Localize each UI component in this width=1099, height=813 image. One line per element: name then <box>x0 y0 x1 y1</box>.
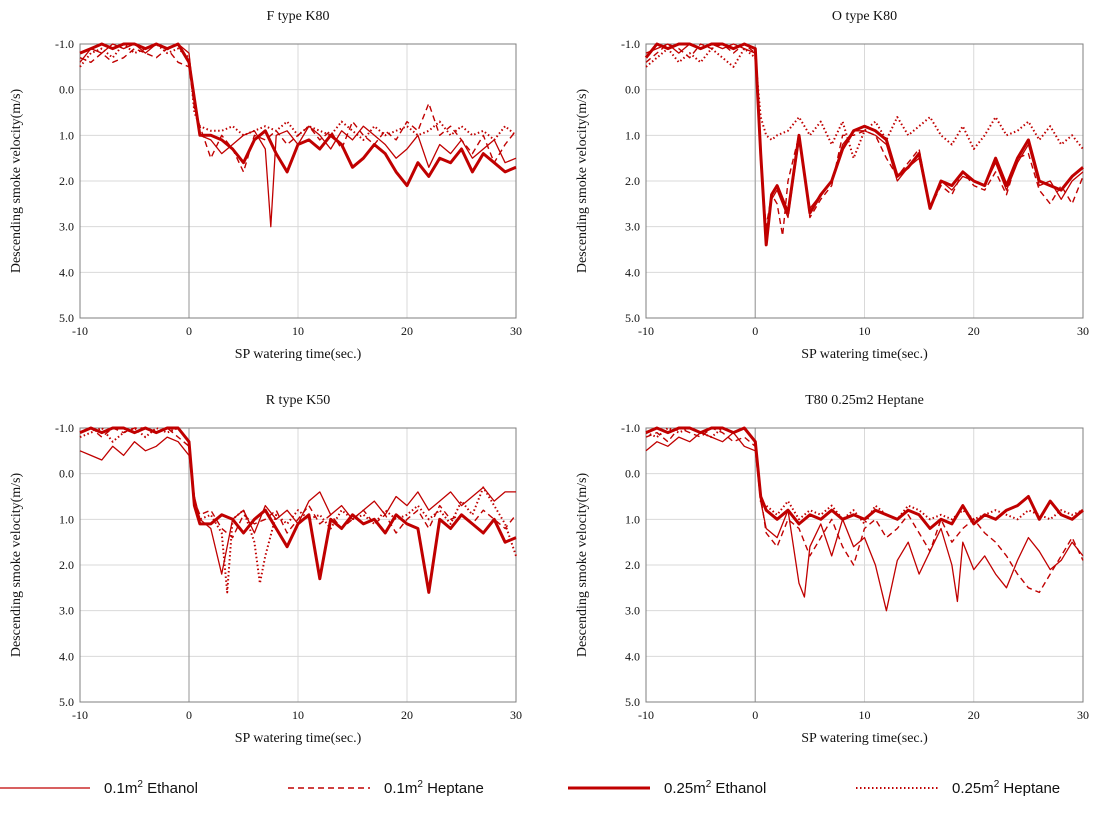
plot-frame <box>79 427 517 703</box>
y-tick-label: 1.0 <box>625 512 640 526</box>
y-tick-label: 4.0 <box>625 649 640 663</box>
series-line-dashed <box>645 427 1084 594</box>
y-tick-label: 5.0 <box>59 695 74 709</box>
y-tick-label: -1.0 <box>55 37 74 51</box>
chart-title: R type K50 <box>266 393 331 408</box>
plot-frame <box>79 43 517 319</box>
y-tick-label: 4.0 <box>625 265 640 279</box>
legend-item: 0.1m2 Heptane <box>280 768 484 808</box>
y-axis-label: Descending smoke velocity(m/s) <box>575 89 590 274</box>
y-tick-label: -1.0 <box>621 421 640 435</box>
x-tick-label: -10 <box>72 324 88 338</box>
y-tick-label: 2.0 <box>625 174 640 188</box>
x-tick-label: 10 <box>292 324 304 338</box>
y-axis-label: Descending smoke velocity(m/s) <box>9 473 24 658</box>
x-axis-label: SP watering time(sec.) <box>801 731 928 746</box>
series-line-dotted <box>79 43 517 141</box>
x-axis-label: SP watering time(sec.) <box>235 731 362 746</box>
x-tick-label: 0 <box>186 324 192 338</box>
series-line-dotted <box>645 427 1084 525</box>
plot-frame <box>645 427 1084 703</box>
y-tick-label: 2.0 <box>59 558 74 572</box>
chart-panel-1: F type K80 -1.0 0.0 1.0 2.0 3.0 4.0 5.0-10 0 10 20… <box>9 9 522 362</box>
y-tick-label: -1.0 <box>621 37 640 51</box>
x-tick-label: 20 <box>401 708 413 722</box>
y-tick-label: 2.0 <box>625 558 640 572</box>
x-tick-label: 10 <box>292 708 304 722</box>
y-tick-label: 0.0 <box>625 83 640 97</box>
y-tick-label: 5.0 <box>625 311 640 325</box>
y-axis-label: Descending smoke velocity(m/s) <box>575 473 590 658</box>
plot-frame <box>645 43 1084 319</box>
y-tick-label: 5.0 <box>59 311 74 325</box>
x-tick-label: 0 <box>752 708 758 722</box>
x-tick-label: -10 <box>638 708 654 722</box>
x-tick-label: 0 <box>186 708 192 722</box>
legend-label: 0.25m2 Heptane <box>952 779 1061 797</box>
legend-label: 0.1m2 Heptane <box>384 779 484 797</box>
y-tick-label: 5.0 <box>625 695 640 709</box>
x-tick-label: 0 <box>752 324 758 338</box>
legend-item: 0.1m2 Ethanol <box>0 768 198 808</box>
x-tick-label: -10 <box>638 324 654 338</box>
chart-title: F type K80 <box>267 9 330 24</box>
legend-item: 0.25m2 Heptane <box>848 768 1060 808</box>
legend-swatch <box>288 787 370 789</box>
legend-label: 0.25m2 Ethanol <box>664 779 767 797</box>
x-tick-label: 10 <box>859 708 871 722</box>
chart-title: T80 0.25m2 Heptane <box>805 393 924 408</box>
legend-label: 0.1m2 Ethanol <box>104 779 198 797</box>
x-tick-label: 30 <box>510 708 522 722</box>
x-tick-label: 20 <box>968 324 980 338</box>
chart-panel-4: T80 0.25m2 Heptane -1.0 0.0 1.0 2.0 3.0 4.0 5.0… <box>575 393 1089 746</box>
series-line-thick-solid <box>79 426 517 594</box>
chart-panel-3: R type K50 -1.0 0.0 1.0 2.0 3.0 4.0 5.0-10 0 10 20… <box>9 393 522 746</box>
y-tick-label: 3.0 <box>625 604 640 618</box>
legend-swatch <box>568 786 650 790</box>
legend-swatch <box>856 787 938 789</box>
y-axis-label: Descending smoke velocity(m/s) <box>9 89 24 274</box>
y-tick-label: 0.0 <box>625 467 640 481</box>
y-tick-label: 2.0 <box>59 174 74 188</box>
x-tick-label: 10 <box>859 324 871 338</box>
y-tick-label: 0.0 <box>59 83 74 97</box>
chart-title: O type K80 <box>832 9 897 24</box>
y-tick-label: 3.0 <box>59 220 74 234</box>
y-tick-label: 1.0 <box>59 128 74 142</box>
y-tick-label: 1.0 <box>625 128 640 142</box>
x-axis-label: SP watering time(sec.) <box>235 347 362 362</box>
series-line-dashed <box>79 47 517 173</box>
x-tick-label: 20 <box>401 324 413 338</box>
chart-panel-2: O type K80 -1.0 0.0 1.0 2.0 3.0 4.0 5.0-10 0 10 20… <box>575 9 1089 362</box>
y-tick-label: 4.0 <box>59 649 74 663</box>
x-tick-label: 30 <box>1077 324 1089 338</box>
legend: 0.1m2 Ethanol 0.1m2 Heptane 0.25m2 Ethanol… <box>0 768 1099 808</box>
x-tick-label: -10 <box>72 708 88 722</box>
series-line-thick-solid <box>644 42 1084 247</box>
y-tick-label: 3.0 <box>59 604 74 618</box>
x-tick-label: 30 <box>1077 708 1089 722</box>
y-tick-label: 4.0 <box>59 265 74 279</box>
x-tick-label: 30 <box>510 324 522 338</box>
legend-item: 0.25m2 Ethanol <box>560 768 766 808</box>
y-tick-label: 3.0 <box>625 220 640 234</box>
series-line-dotted <box>79 427 517 594</box>
y-tick-label: 0.0 <box>59 467 74 481</box>
x-axis-label: SP watering time(sec.) <box>801 347 928 362</box>
y-tick-label: 1.0 <box>59 512 74 526</box>
legend-swatch <box>0 787 90 789</box>
x-tick-label: 20 <box>968 708 980 722</box>
series-line-thin-solid <box>645 431 1084 612</box>
y-tick-label: -1.0 <box>55 421 74 435</box>
